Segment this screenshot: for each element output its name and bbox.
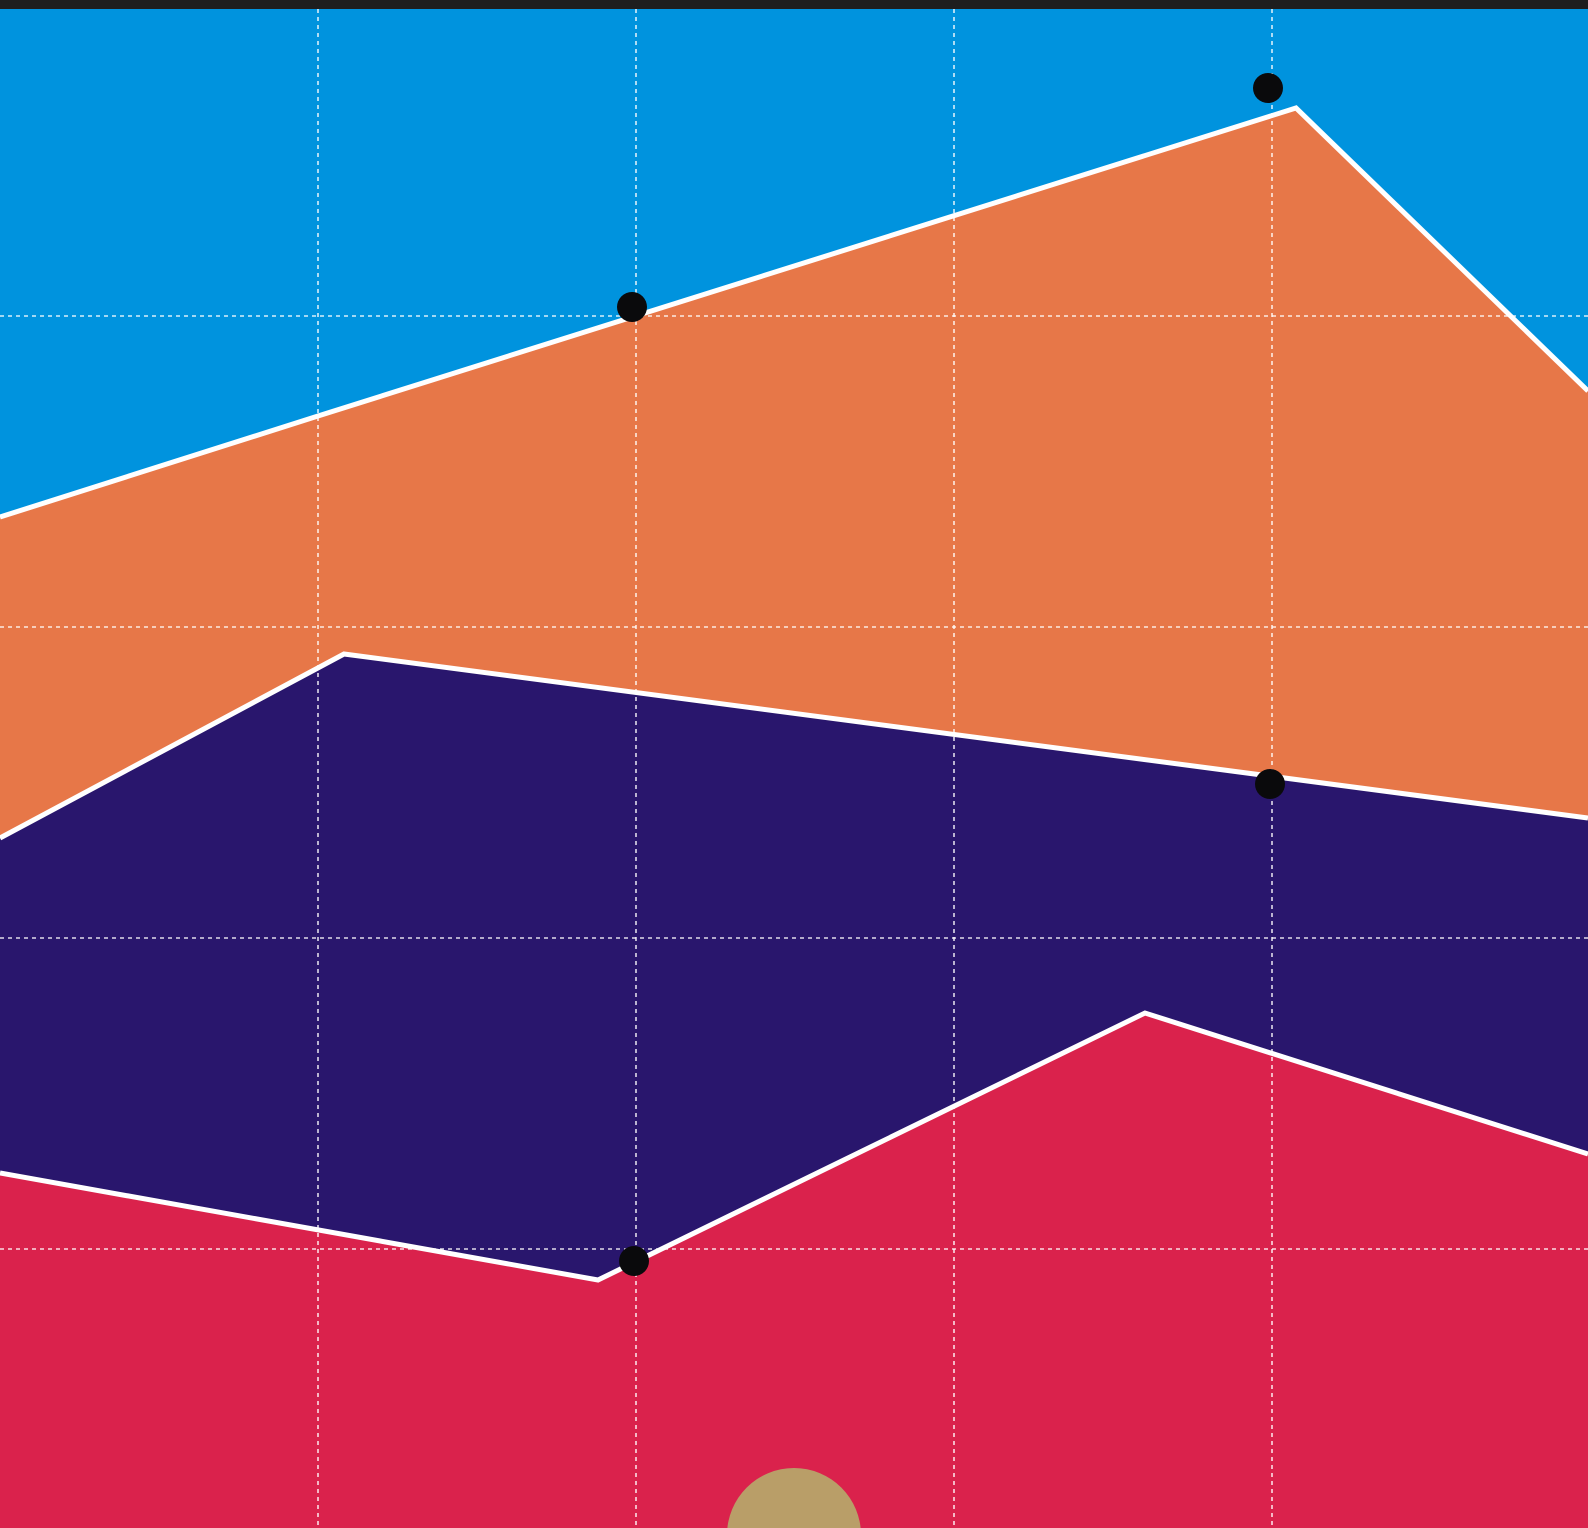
band-boundaries — [0, 105, 1588, 1283]
band-boundary-3 — [0, 1010, 1588, 1283]
player-layer[interactable] — [727, 1468, 861, 1528]
marker-dot-4 — [619, 1246, 649, 1276]
red-band — [0, 1013, 1588, 1528]
marker-dots — [617, 73, 1285, 1276]
terrain-bands — [0, 108, 1588, 1528]
marker-dot-2 — [617, 292, 647, 322]
marker-dot-1 — [1253, 73, 1283, 103]
player-ball[interactable] — [727, 1468, 861, 1528]
top-bar — [0, 0, 1588, 9]
band-boundary-1 — [0, 105, 1588, 520]
band-boundary-2 — [0, 651, 1588, 841]
marker-dot-3 — [1255, 769, 1285, 799]
